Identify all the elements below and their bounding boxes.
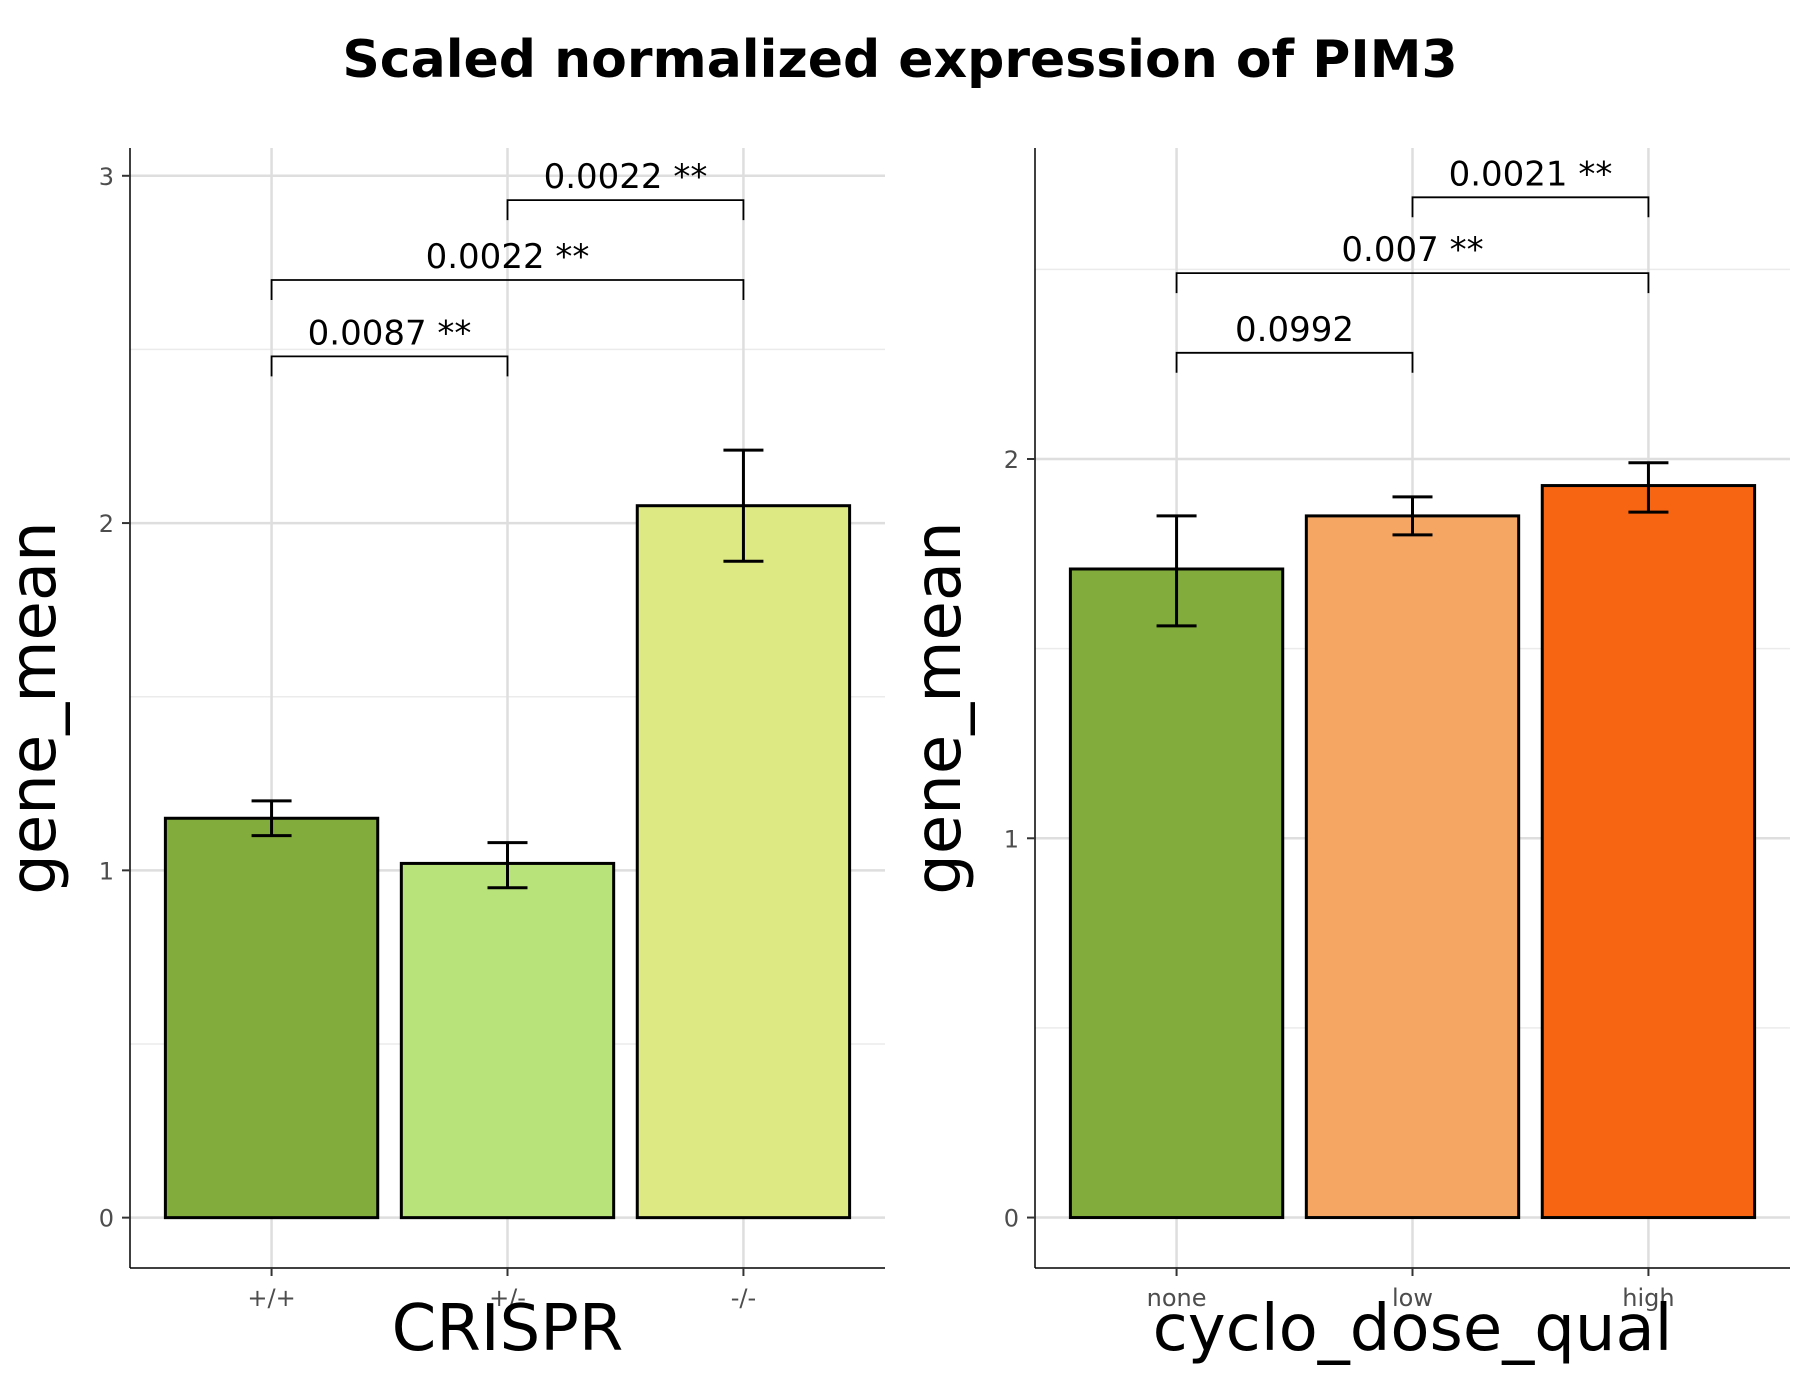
- error-bar--/-: [723, 448, 764, 563]
- comparison-bracket-line: [270, 355, 509, 377]
- y-tick-label: 0: [1004, 1205, 1019, 1233]
- comparison-bracket: 0.007 **: [1175, 230, 1650, 294]
- y-tick-label: 2: [99, 510, 114, 538]
- comparison-bracket-line: [1175, 351, 1414, 373]
- bar-+/-: [399, 861, 616, 1220]
- bar-low: [1304, 514, 1521, 1220]
- comparison-bracket-line: [1411, 196, 1650, 218]
- comparison-bracket: 0.0022 **: [270, 237, 745, 300]
- bar--/-: [635, 504, 852, 1220]
- panel-1: 0.0087 ** 0.0022 ** 0.0022 ** 0 1 2 3 +/+ +/- -/-…: [0, 148, 885, 1366]
- x-tick-label: +/-: [489, 1284, 526, 1312]
- comparison-label: 0.0021 **: [1449, 154, 1613, 194]
- x-axis-title: CRISPR: [392, 1292, 624, 1366]
- y-tick-label: 3: [99, 163, 114, 191]
- y-axis-title: gene_mean: [902, 521, 976, 894]
- comparison-label: 0.0022 **: [544, 157, 708, 197]
- error-bar-+/-: [487, 841, 528, 890]
- comparison-bracket: 0.0022 **: [506, 157, 745, 221]
- comparison-bracket: 0.0992: [1175, 310, 1414, 373]
- x-axis-title: cyclo_dose_qual: [1153, 1292, 1673, 1366]
- y-tick-label: 1: [99, 857, 114, 885]
- y-tick-label: 1: [1004, 825, 1019, 853]
- bar-none: [1068, 567, 1285, 1220]
- y-axis-title: gene_mean: [0, 521, 71, 894]
- y-tick-label: 0: [99, 1205, 114, 1233]
- comparison-label: 0.007 **: [1341, 230, 1483, 270]
- chart-title: Scaled normalized expression of PIM3: [342, 30, 1458, 90]
- error-bar-low: [1392, 495, 1433, 537]
- comparison-bracket-line: [1175, 272, 1650, 294]
- y-tick-label: 2: [1004, 446, 1019, 474]
- bar-high: [1540, 484, 1757, 1220]
- comparison-label: 0.0992: [1235, 310, 1354, 350]
- comparison-label: 0.0022 **: [426, 237, 590, 277]
- x-tick-label: low: [1392, 1284, 1433, 1312]
- x-tick-label: +/+: [247, 1284, 295, 1312]
- x-tick-label: -/-: [731, 1284, 756, 1312]
- comparison-label: 0.0087 **: [308, 313, 472, 353]
- error-bar-+/+: [251, 799, 292, 838]
- bar-+/+: [163, 816, 380, 1220]
- x-tick-label: none: [1147, 1284, 1207, 1312]
- comparison-bracket: 0.0087 **: [270, 313, 509, 377]
- panel-2: 0.0992 0.007 ** 0.0021 ** 0 1 2 none low highcyc…: [902, 148, 1790, 1366]
- error-bar-high: [1628, 461, 1669, 514]
- comparison-bracket-line: [270, 279, 745, 300]
- error-bar-none: [1156, 514, 1197, 628]
- comparison-bracket-line: [506, 199, 745, 221]
- x-tick-label: high: [1622, 1284, 1674, 1312]
- comparison-bracket: 0.0021 **: [1411, 154, 1650, 218]
